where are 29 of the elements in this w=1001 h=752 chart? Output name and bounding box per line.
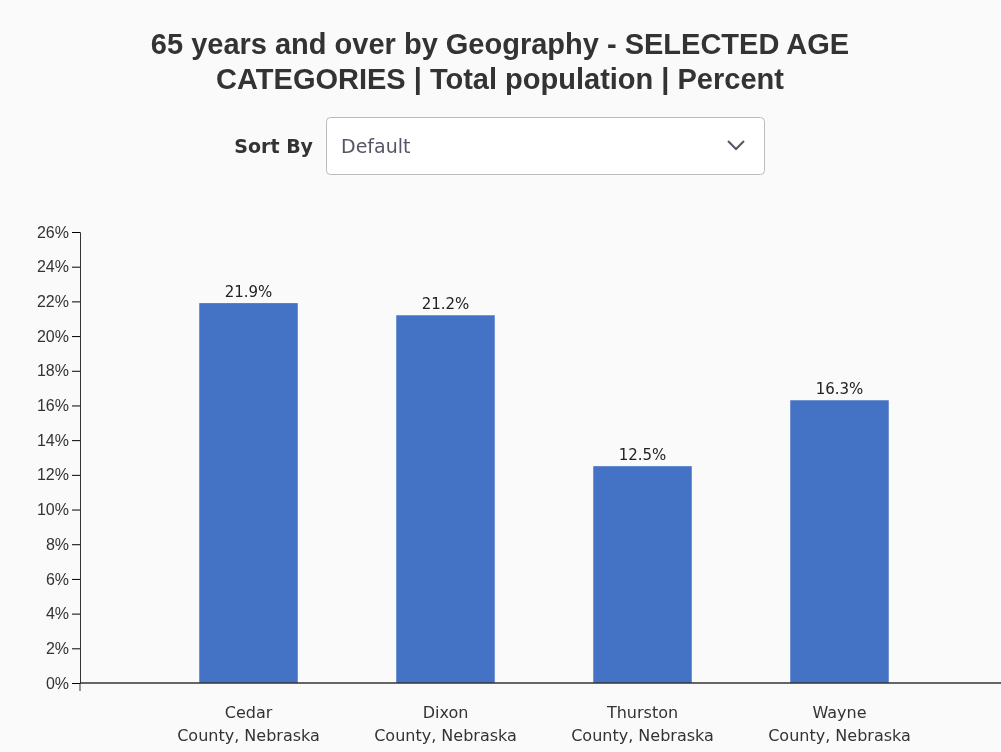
- bar: [396, 315, 495, 683]
- y-tick-label: 14%: [36, 431, 69, 449]
- y-tick-label: 4%: [45, 605, 69, 623]
- data-label: 21.2%: [421, 295, 470, 314]
- y-tick-label: 10%: [36, 501, 69, 519]
- data-label: 16.3%: [815, 380, 864, 399]
- y-tick-label: 22%: [36, 293, 69, 310]
- y-tick-label: 8%: [45, 535, 69, 553]
- data-label: 21.9%: [224, 283, 273, 302]
- y-tick-label: 2%: [45, 639, 69, 657]
- y-tick-label: 24%: [36, 258, 69, 276]
- chart-title: 65 years and over by Geography - SELECTED AGE CATEGORIES | Total population | Percent: [150, 28, 850, 95]
- y-tick-label: 12%: [36, 466, 69, 484]
- x-tick-label: Dixon County, Nebraska: [374, 703, 517, 745]
- y-tick-label: 0%: [45, 674, 69, 692]
- y-tick-label: 18%: [36, 362, 69, 380]
- bar: [790, 400, 889, 683]
- x-tick-label: Cedar County, Nebraska: [177, 703, 320, 745]
- data-label: 12.5%: [618, 446, 667, 465]
- text: Sort By: [234, 135, 314, 157]
- bar: [199, 303, 298, 683]
- y-tick-label: 16%: [36, 397, 69, 415]
- bar: [593, 466, 692, 683]
- y-tick-label: 20%: [36, 327, 69, 345]
- dropdown: Default: [326, 117, 765, 175]
- x-tick-label: Thurston County, Nebraska: [571, 703, 714, 745]
- x-tick-label: Wayne County, Nebraska: [768, 703, 911, 745]
- y-tick-label: 26%: [36, 223, 69, 241]
- y-tick-label: 6%: [45, 570, 69, 588]
